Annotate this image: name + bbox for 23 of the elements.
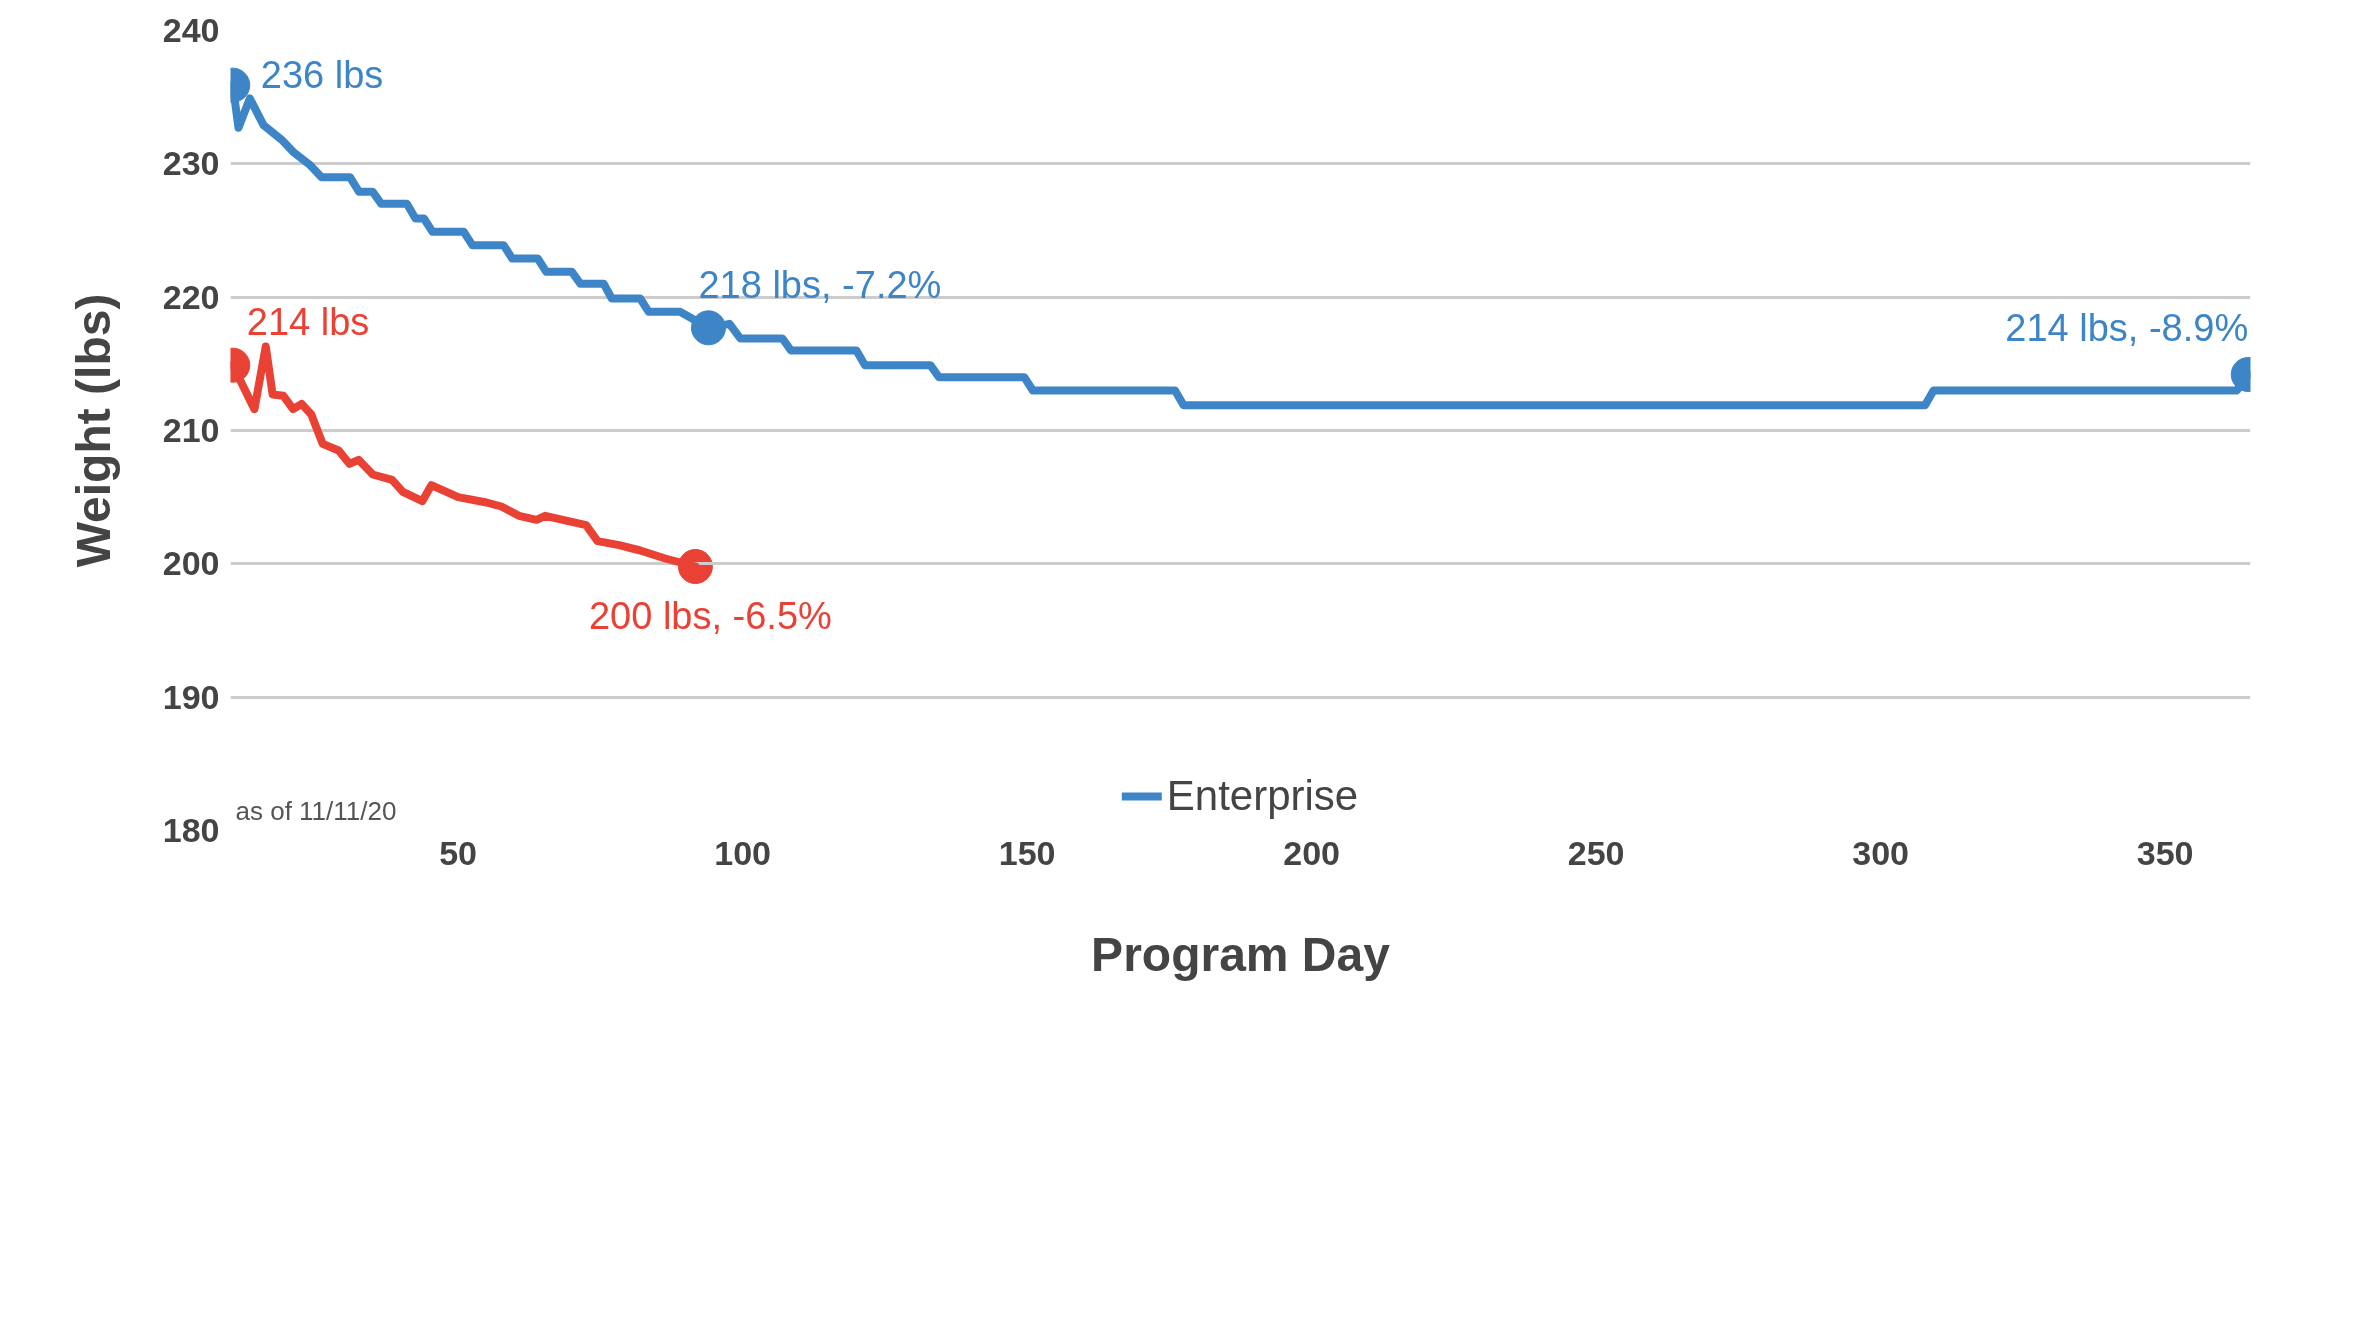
x-tick-label: 150: [998, 833, 1056, 872]
annotation: 218 lbs, -7.2%: [698, 263, 942, 306]
x-tick-label: 250: [1567, 833, 1625, 872]
annotation: 200 lbs, -6.5%: [588, 594, 832, 637]
x-axis-title: Program Day: [1091, 927, 1391, 981]
x-tick-label: 350: [2136, 833, 2194, 872]
y-tick-label: 230: [162, 144, 220, 183]
x-tick-label: 50: [439, 833, 478, 872]
annotation: 236 lbs: [260, 54, 384, 97]
y-tick-label: 210: [162, 411, 220, 449]
annotation: 214 lbs: [246, 301, 370, 344]
y-tick-label: 200: [162, 544, 220, 583]
x-tick-label: 100: [714, 833, 771, 872]
annotation: 214 lbs, -8.9%: [2005, 306, 2249, 349]
y-tick-label: 190: [162, 677, 220, 716]
y-tick-label: 220: [162, 277, 220, 316]
legend-label: Enterprise: [1166, 772, 1359, 820]
annotation: as of 11/11/20: [235, 795, 397, 826]
y-tick-label: 180: [162, 811, 220, 849]
x-tick-label: 200: [1283, 833, 1340, 872]
y-axis-title: Weight (lbs): [66, 293, 120, 568]
y-tick-label: 240: [162, 11, 220, 49]
x-tick-label: 300: [1852, 833, 1910, 872]
